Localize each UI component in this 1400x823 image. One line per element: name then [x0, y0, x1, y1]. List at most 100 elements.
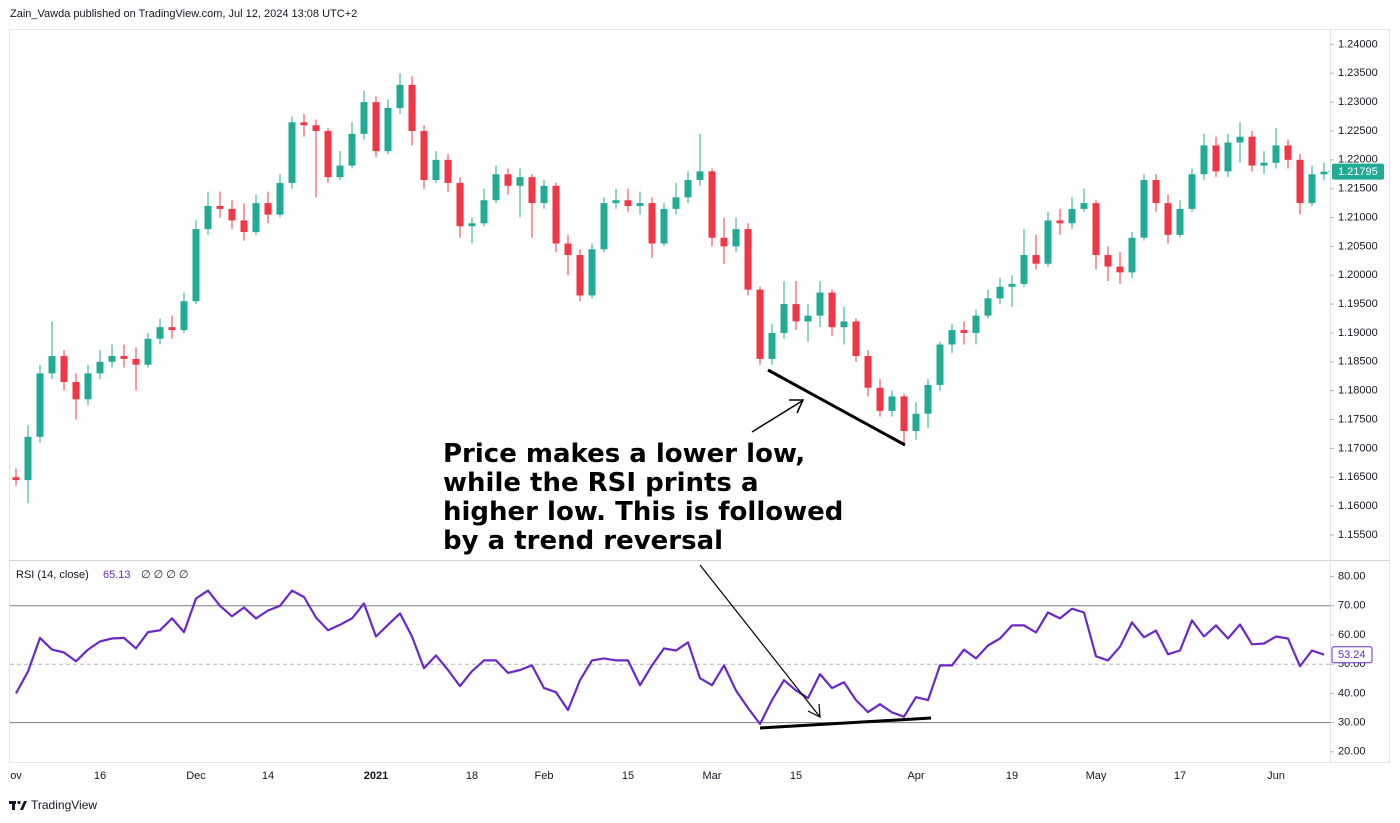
y-tick-label: 30.00	[1338, 716, 1366, 728]
trendline	[759, 716, 932, 730]
candle-body	[432, 159, 440, 181]
candle-body	[984, 298, 992, 316]
x-tick-label: 15	[622, 770, 634, 782]
candle-body	[1080, 203, 1088, 209]
candle-body	[228, 208, 236, 221]
candle-body	[120, 356, 128, 359]
candle-body	[408, 84, 416, 131]
candle-body	[1212, 145, 1220, 172]
candle-body	[72, 382, 80, 400]
candle-body	[612, 200, 620, 204]
candle-body	[60, 356, 68, 382]
arrow	[699, 564, 821, 718]
candle-body	[1140, 180, 1148, 238]
logo	[9, 800, 27, 810]
candle-body	[1128, 237, 1136, 273]
candle-body	[252, 203, 260, 232]
candle-body	[348, 133, 356, 166]
candle-body	[768, 332, 776, 359]
y-tick-label: 70.00	[1338, 600, 1366, 612]
candle-body	[1236, 136, 1244, 143]
candle-body	[672, 197, 680, 209]
candle-body	[204, 206, 212, 230]
candle-body	[1176, 208, 1184, 235]
candle-body	[1020, 255, 1028, 284]
candle-body	[684, 180, 692, 198]
candle-body	[84, 373, 92, 400]
candle-body	[1116, 266, 1124, 273]
candle-body	[288, 122, 296, 183]
indicator-name: RSI (14, close)	[16, 569, 89, 581]
x-tick-label: 15	[790, 770, 802, 782]
annotation: by a trend reversal	[443, 526, 723, 556]
candle-body	[1308, 174, 1316, 204]
candle-body	[624, 200, 632, 206]
candle-body	[816, 292, 824, 316]
y-tick-label: 1.15500	[1338, 529, 1378, 541]
candle-body	[1248, 136, 1256, 166]
annotation: higher low. This is followed	[443, 497, 843, 527]
candle-body	[720, 237, 728, 247]
candle-body	[456, 182, 464, 227]
candle-body	[360, 102, 368, 134]
candle-body	[540, 185, 548, 204]
x-tick-label: Apr	[907, 770, 924, 782]
candle-body	[108, 356, 116, 362]
candle-body	[516, 177, 524, 186]
candle-body	[1092, 203, 1100, 256]
candle-body	[528, 177, 536, 204]
candle-body	[420, 130, 428, 181]
y-tick-label: 1.17000	[1338, 442, 1378, 454]
candle-body	[192, 229, 200, 302]
candle-body	[900, 396, 908, 432]
arrow-head	[807, 703, 821, 719]
frame	[9, 29, 1390, 763]
candle-body	[600, 203, 608, 250]
x-tick-label: 19	[1006, 770, 1018, 782]
candle-body	[144, 338, 152, 365]
y-tick-label: 40.00	[1338, 687, 1366, 699]
candle-body	[444, 159, 452, 183]
y-tick-label: 1.23000	[1338, 96, 1378, 108]
candle-body	[1008, 283, 1016, 287]
candle-body	[384, 107, 392, 152]
candle-body	[336, 165, 344, 178]
last-price-box	[1332, 163, 1384, 180]
candle-body	[1260, 162, 1268, 166]
candle-body	[504, 174, 512, 186]
candle-body	[240, 220, 248, 232]
candle-body	[792, 304, 800, 322]
candle-body	[996, 286, 1004, 299]
annotation: while the RSI prints a	[443, 468, 759, 498]
x-tick-label: Feb	[535, 770, 554, 782]
candle-body	[708, 171, 716, 238]
candle-body	[636, 203, 644, 206]
rsi-line	[15, 589, 1325, 726]
candle-body	[480, 200, 488, 224]
candle-body	[732, 229, 740, 247]
last-value-label: 53.24	[1338, 649, 1366, 661]
footer: TradingView	[31, 798, 97, 812]
x-tick-label: Dec	[186, 770, 206, 782]
y-tick-label: 1.23500	[1338, 67, 1378, 79]
candle-body	[876, 387, 884, 411]
candle-body	[936, 344, 944, 385]
candle-body	[828, 292, 836, 328]
candle-body	[264, 203, 272, 215]
logo-shape	[20, 801, 27, 810]
candle-body	[564, 243, 572, 256]
candle-body	[1284, 145, 1292, 160]
y-tick-label: 1.17500	[1338, 413, 1378, 425]
logo-shape	[12, 801, 15, 810]
candle-body	[744, 229, 752, 290]
candle-body	[312, 125, 320, 131]
candle-body	[1044, 220, 1052, 264]
candle-body	[276, 182, 284, 215]
candle-body	[1320, 171, 1328, 175]
x-tick-label: 17	[1174, 770, 1186, 782]
y-tick-label: 1.21500	[1338, 183, 1378, 195]
candle-body	[948, 330, 956, 345]
candle-body	[780, 304, 788, 333]
x-tick-label: Jun	[1267, 770, 1285, 782]
